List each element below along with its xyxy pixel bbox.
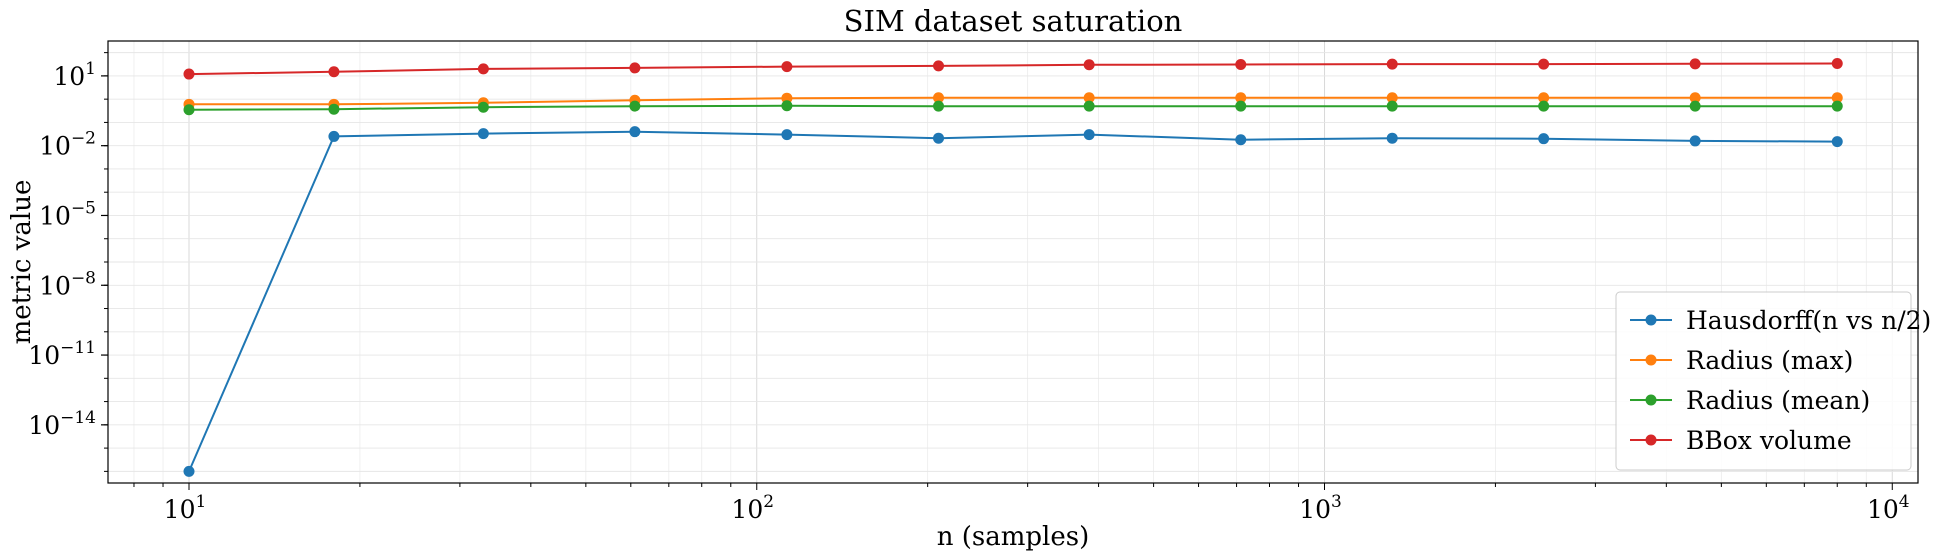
data-point: [183, 68, 195, 80]
y-tick-label: 10−2: [39, 129, 96, 161]
data-point: [933, 100, 945, 112]
legend-marker: [1645, 314, 1657, 326]
data-point: [1538, 100, 1550, 112]
legend-entry: Radius (mean): [1630, 386, 1870, 415]
data-point: [1235, 58, 1247, 70]
data-point: [933, 92, 945, 104]
data-point: [328, 130, 340, 142]
series-hausdorff-n-vs-n-2: [183, 126, 1843, 477]
data-point: [1386, 92, 1398, 104]
data-point: [629, 126, 641, 138]
legend-marker: [1645, 434, 1657, 446]
series-radius-mean: [183, 100, 1843, 116]
legend-marker: [1645, 354, 1657, 366]
data-point: [1831, 136, 1843, 148]
legend-entry: BBox volume: [1630, 426, 1852, 455]
data-point: [1235, 134, 1247, 146]
data-point: [1831, 100, 1843, 112]
x-axis-label: n (samples): [937, 522, 1089, 552]
x-tick-label: 101: [164, 492, 207, 524]
series-layer: [183, 58, 1843, 477]
y-tick-label: 10−5: [39, 198, 96, 230]
data-point: [1831, 92, 1843, 104]
data-point: [183, 465, 195, 477]
data-point: [933, 60, 945, 72]
legend-label: BBox volume: [1686, 426, 1852, 455]
data-point: [933, 132, 945, 144]
data-point: [1235, 100, 1247, 112]
series-line: [188, 130, 1838, 472]
data-point: [1689, 58, 1701, 70]
data-point: [477, 101, 489, 113]
axis-ticks: 101 102 103 104 101 10−2 10−5 10−8 10−11 10−14: [28, 52, 1910, 524]
legend-box: [1615, 291, 1912, 471]
data-point: [1538, 92, 1550, 104]
data-point: [781, 129, 793, 141]
y-tick-label: 10−8: [39, 268, 96, 300]
data-point: [1831, 58, 1843, 70]
data-point: [1689, 92, 1701, 104]
data-point: [1235, 92, 1247, 104]
legend-label: Radius (max): [1686, 346, 1853, 375]
data-point: [1386, 132, 1398, 144]
data-point: [1386, 100, 1398, 112]
y-tick-label: 101: [53, 59, 96, 91]
data-point: [1083, 59, 1095, 71]
data-point: [629, 62, 641, 74]
data-point: [1083, 92, 1095, 104]
legend-entry: Radius (max): [1630, 346, 1853, 375]
y-tick-label: 10−14: [28, 408, 96, 440]
data-point: [781, 100, 793, 112]
data-point: [781, 61, 793, 73]
data-point: [1538, 133, 1550, 145]
data-point: [1689, 135, 1701, 147]
data-point: [1386, 58, 1398, 70]
data-point: [328, 103, 340, 115]
y-axis-label: metric value: [7, 180, 37, 345]
legend-label: Hausdorff(n vs n/2): [1686, 306, 1931, 335]
data-point: [1538, 58, 1550, 70]
data-point: [477, 128, 489, 140]
series-line: [188, 62, 1838, 76]
data-point: [183, 104, 195, 116]
legend-entry: Hausdorff(n vs n/2): [1630, 306, 1931, 335]
series-line: [188, 104, 1838, 111]
legend-label: Radius (mean): [1686, 386, 1870, 415]
data-point: [477, 63, 489, 75]
legend-marker: [1645, 394, 1657, 406]
series-bbox-volume: [183, 58, 1843, 80]
data-point: [781, 92, 793, 104]
x-tick-label: 104: [1867, 492, 1910, 524]
x-tick-label: 102: [731, 492, 774, 524]
legend: Hausdorff(n vs n/2) Radius (max) Radius (m…: [1615, 291, 1931, 471]
data-point: [629, 100, 641, 112]
data-point: [1689, 100, 1701, 112]
series-line: [189, 96, 1838, 106]
data-point: [328, 66, 340, 78]
data-point: [1083, 100, 1095, 112]
data-point: [1083, 129, 1095, 141]
chart-title: SIM dataset saturation: [844, 4, 1183, 38]
y-tick-label: 10−11: [28, 338, 96, 370]
x-tick-label: 103: [1299, 492, 1342, 524]
